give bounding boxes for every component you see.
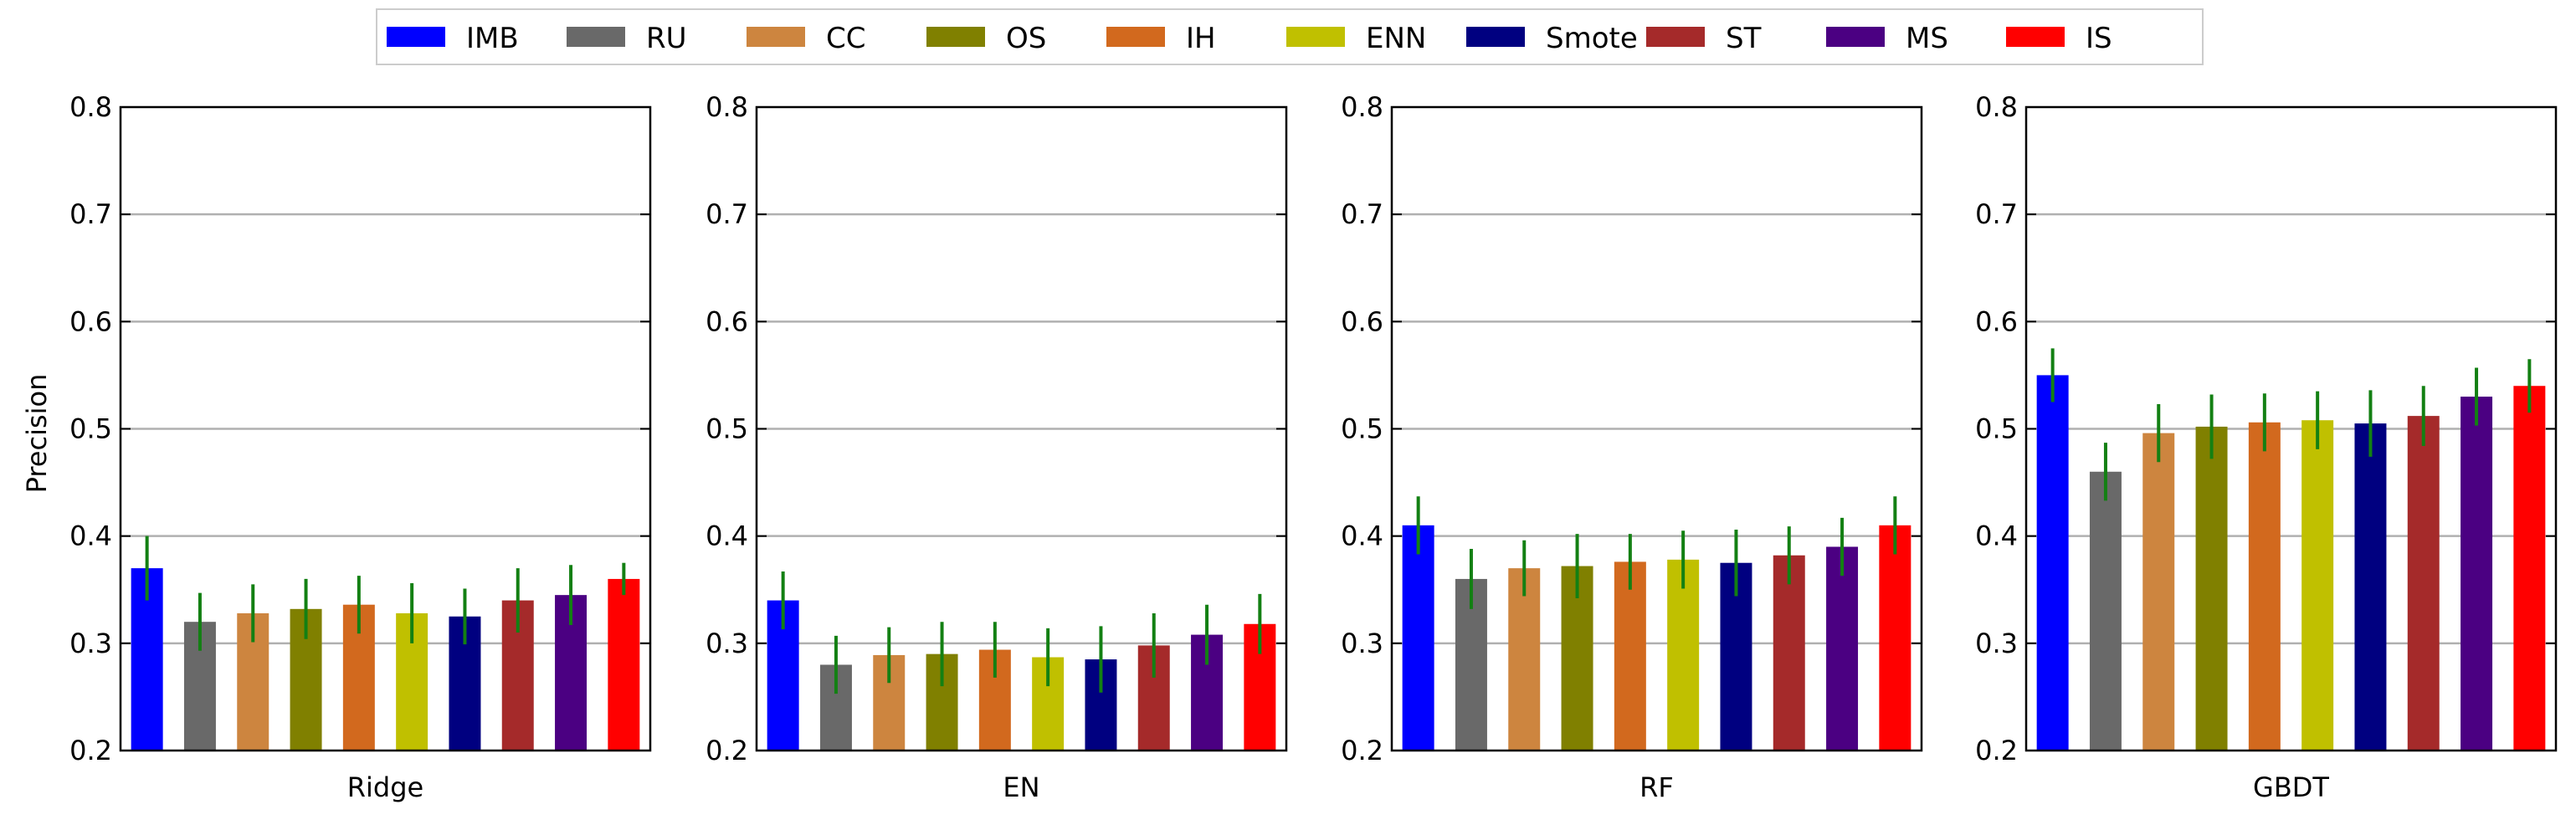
bar-gbdt-ms — [2461, 397, 2493, 751]
bar-rf-is — [1879, 525, 1911, 751]
x-axis-label-rf: RF — [1640, 771, 1674, 803]
legend-label-ih: IH — [1186, 22, 1216, 55]
legend-label-cc: CC — [826, 22, 865, 55]
y-tick-label: 0.8 — [69, 91, 112, 123]
bar-rf-imb — [1402, 525, 1434, 751]
y-tick-label: 0.6 — [1975, 305, 2018, 337]
legend-label-imb: IMB — [466, 22, 519, 55]
legend-swatch-ih — [1106, 27, 1165, 47]
panel-en: 0.2 0.3 0.4 0.5 0.6 0.7 0.8 EN — [706, 91, 1288, 803]
legend-swatch-cc — [747, 27, 805, 47]
legend-label-is: IS — [2086, 22, 2112, 55]
y-tick-label: 0.5 — [1341, 413, 1383, 445]
y-tick-label: 0.8 — [706, 91, 748, 123]
y-tick-label: 0.3 — [69, 628, 112, 659]
bar-gbdt-cc — [2142, 433, 2175, 751]
bar-gbdt-ru — [2089, 471, 2122, 751]
legend-swatch-smote — [1466, 27, 1525, 47]
legend-swatch-enn — [1286, 27, 1345, 47]
legend-swatch-imb — [387, 27, 445, 47]
legend-swatch-st — [1646, 27, 1705, 47]
bar-rf-enn — [1667, 559, 1700, 751]
y-tick-label: 0.6 — [706, 305, 748, 337]
bar-rf-cc — [1508, 568, 1541, 751]
legend-swatch-ru — [567, 27, 625, 47]
x-axis-label-en: EN — [1003, 771, 1039, 803]
y-tick-label: 0.8 — [1975, 91, 2018, 123]
legend: IMB RU CC OS IH ENN Smote ST MS IS — [376, 8, 2204, 65]
x-axis-label-ridge: Ridge — [347, 771, 423, 803]
y-tick-label: 0.7 — [1341, 198, 1383, 230]
y-tick-label: 0.7 — [69, 198, 112, 230]
bar-gbdt-os — [2195, 426, 2228, 751]
y-axis-title: Precision — [21, 374, 53, 494]
y-tick-label: 0.8 — [1341, 91, 1383, 123]
bar-ridge-is — [608, 578, 640, 751]
legend-label-ms: MS — [1906, 22, 1948, 55]
y-tick-label: 0.4 — [706, 520, 748, 552]
y-tick-label: 0.5 — [69, 413, 112, 445]
x-axis-label-gbdt: GBDT — [2253, 771, 2329, 803]
y-tick-label: 0.4 — [1975, 520, 2018, 552]
y-tick-label: 0.7 — [706, 198, 748, 230]
legend-label-ru: RU — [646, 22, 687, 55]
y-tick-label: 0.2 — [69, 735, 112, 766]
legend-label-enn: ENN — [1366, 22, 1426, 55]
y-tick-label: 0.5 — [1975, 413, 2018, 445]
y-tick-label: 0.3 — [706, 628, 748, 659]
y-tick-label: 0.2 — [1341, 735, 1383, 766]
bar-gbdt-smote — [2354, 423, 2387, 751]
y-tick-label: 0.3 — [1341, 628, 1383, 659]
bar-rf-st — [1773, 555, 1805, 751]
bar-gbdt-st — [2407, 416, 2440, 751]
legend-label-os: OS — [1006, 22, 1046, 55]
y-tick-label: 0.6 — [69, 305, 112, 337]
bar-gbdt-enn — [2301, 420, 2334, 751]
bar-gbdt-imb — [2036, 375, 2069, 751]
legend-label-st: ST — [1726, 22, 1762, 55]
y-tick-label: 0.5 — [706, 413, 748, 445]
y-tick-label: 0.4 — [1341, 520, 1383, 552]
y-tick-label: 0.3 — [1975, 628, 2018, 659]
y-tick-label: 0.4 — [69, 520, 112, 552]
y-tick-label: 0.2 — [706, 735, 748, 766]
panel-ridge: 0.2 0.3 0.4 0.5 0.6 0.7 0.8 Ridge — [69, 91, 652, 803]
legend-swatch-is — [2006, 27, 2065, 47]
legend-label-smote: Smote — [1546, 22, 1638, 55]
panel-gbdt: 0.2 0.3 0.4 0.5 0.6 0.7 0.8 GBDT — [1975, 91, 2558, 803]
y-tick-label: 0.6 — [1341, 305, 1383, 337]
bar-gbdt-is — [2513, 386, 2546, 751]
bar-rf-ms — [1826, 546, 1859, 751]
y-tick-label: 0.7 — [1975, 198, 2018, 230]
panels: 0.20.30.40.50.60.70.8Ridge0.20.30.40.50.… — [69, 91, 2558, 803]
bar-gbdt-ih — [2248, 422, 2281, 751]
legend-swatch-os — [926, 27, 985, 47]
bar-rf-ih — [1614, 561, 1646, 751]
y-tick-label: 0.2 — [1975, 735, 2018, 766]
legend-swatch-ms — [1826, 27, 1885, 47]
panel-rf: 0.2 0.3 0.4 0.5 0.6 0.7 0.8 RF — [1341, 91, 1923, 803]
